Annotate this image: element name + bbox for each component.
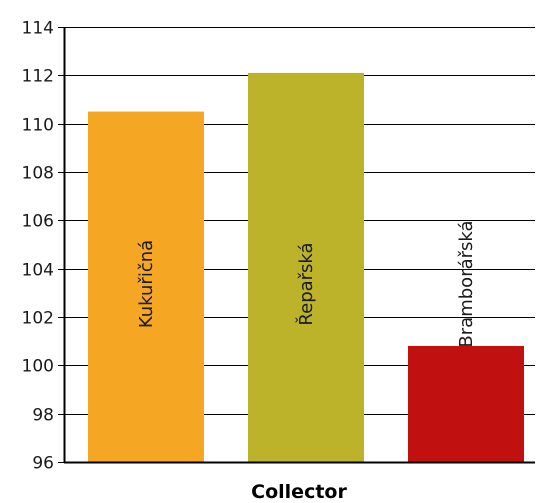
y-tick-label: 102 [22,309,54,329]
y-tick-label: 100 [22,357,54,377]
bar-label: Řepařská [295,242,317,325]
bar-labels: Kukuřičná Řepařská Bramborářská [136,220,477,347]
bar-label: Kukuřičná [136,240,157,328]
y-tick-label: 96 [32,454,54,474]
y-tick-label: 114 [22,19,54,39]
axes [63,27,535,464]
y-tick-label: 110 [22,116,54,136]
bar-label: Bramborářská [456,220,477,347]
x-axis-title: Collector [251,481,347,503]
y-tick-label: 106 [22,212,54,232]
y-tick-label: 98 [32,406,54,426]
bar [408,346,524,462]
y-tick-labels: 96 98 100 102 104 106 108 110 112 114 [22,19,54,474]
bar [248,72,364,463]
y-tick-label: 112 [22,67,54,87]
bars [88,72,524,463]
y-tick-label: 108 [22,164,54,184]
bar [88,111,204,462]
y-tick-label: 104 [22,261,54,281]
